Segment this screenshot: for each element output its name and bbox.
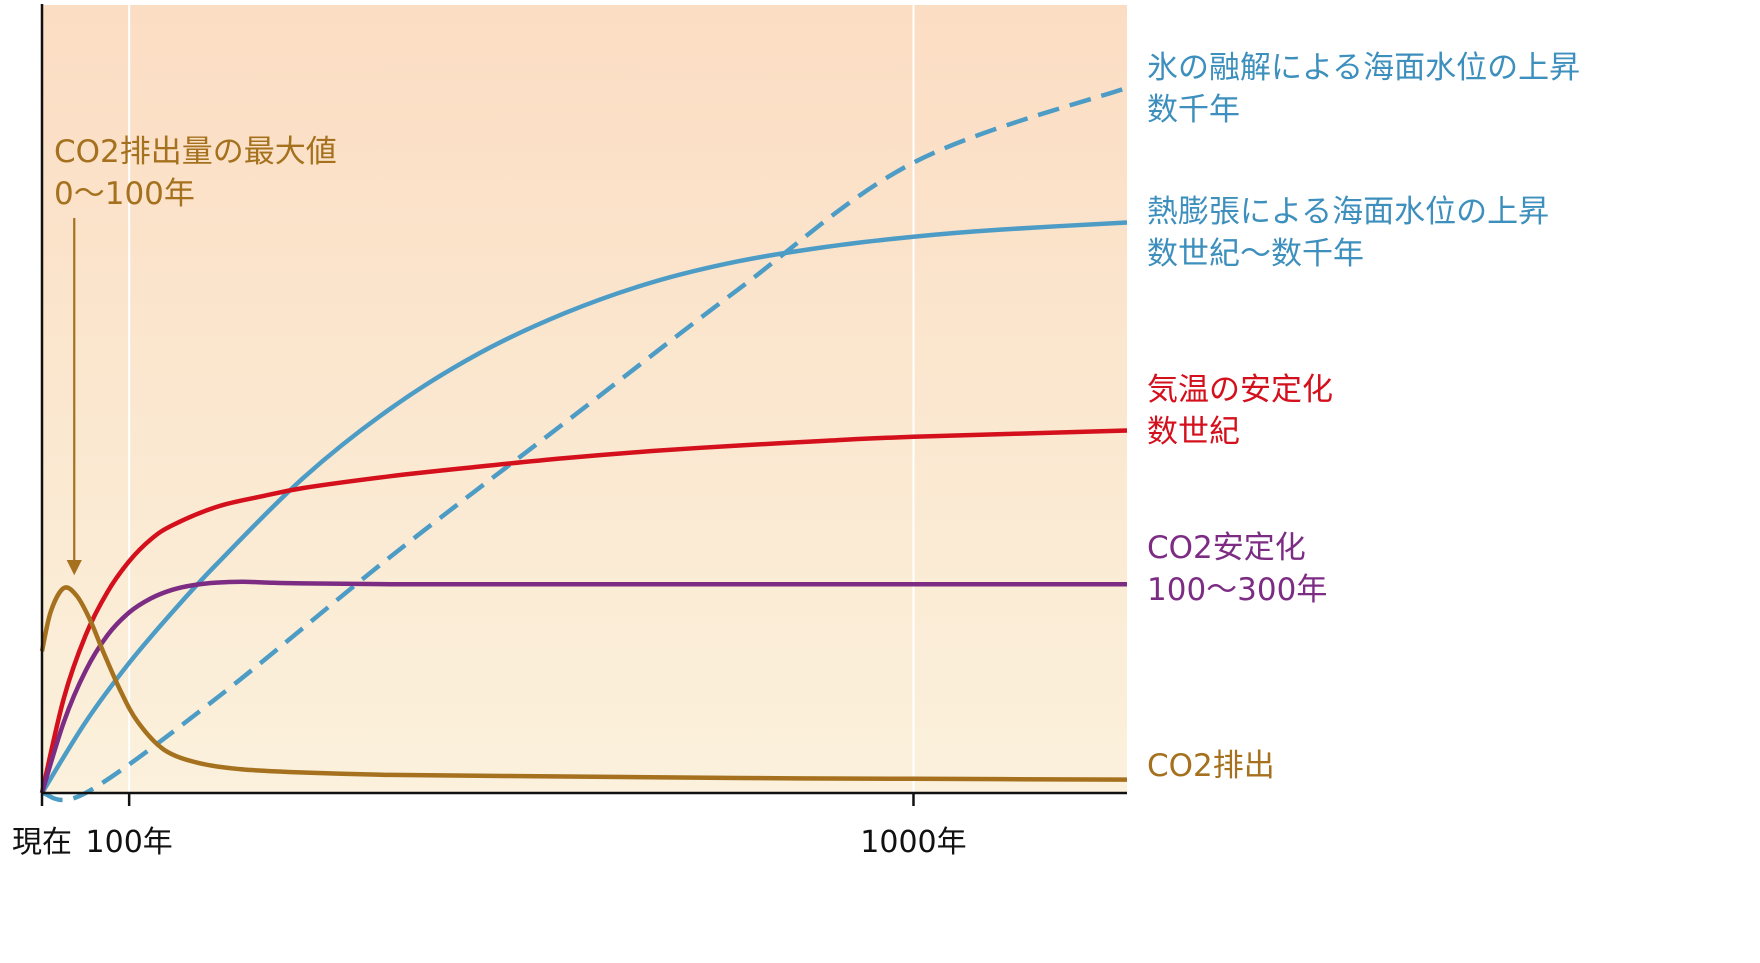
series-line-temperature-stabilization	[39, 428, 1128, 794]
series-line-ice-melt-sea-level	[41, 85, 1128, 803]
x-tick-label: 100年	[86, 825, 173, 860]
legend-label: 数世紀	[1147, 414, 1240, 450]
legend-label: 100〜300年	[1147, 572, 1327, 608]
axes: 現在 100年 1000年	[12, 4, 1127, 860]
x-tick-label: 1000年	[860, 825, 966, 860]
series-line-co2-stabilization	[39, 579, 1127, 794]
series-line-co2-emission	[39, 585, 1128, 782]
legend-label: 氷の融解による海面水位の上昇	[1147, 50, 1580, 86]
series-line-thermal-expansion-sea-level	[40, 220, 1128, 795]
plot-background	[42, 5, 1127, 793]
legend: 氷の融解による海面水位の上昇数千年熱膨張による海面水位の上昇数世紀〜数千年気温の…	[1147, 50, 1580, 784]
annotation-text: 0〜100年	[54, 176, 195, 212]
annotation-text: CO2排出量の最大値	[54, 134, 337, 170]
series-layer	[39, 85, 1128, 803]
x-tick-label: 現在	[12, 825, 72, 860]
annotations: CO2排出量の最大値 0〜100年	[54, 134, 337, 576]
legend-label: 気温の安定化	[1147, 372, 1333, 408]
legend-label: CO2排出	[1147, 748, 1275, 784]
legend-label: 数千年	[1147, 92, 1240, 128]
legend-label: 熱膨張による海面水位の上昇	[1147, 194, 1549, 230]
legend-label: CO2安定化	[1147, 530, 1306, 566]
legend-label: 数世紀〜数千年	[1147, 236, 1364, 272]
